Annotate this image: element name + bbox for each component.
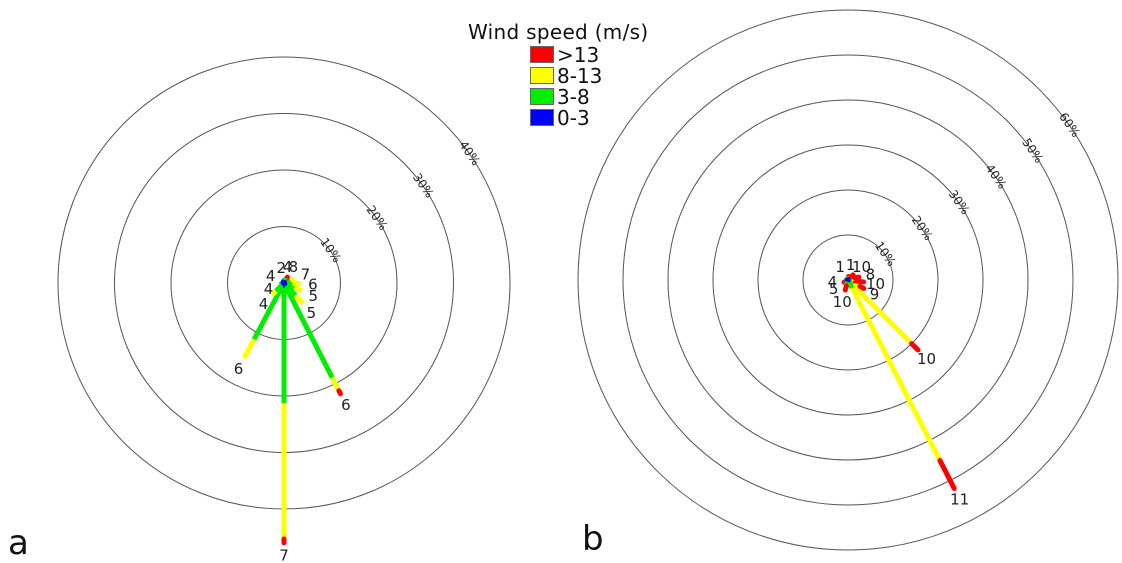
petal-segment-8-13 [272, 291, 276, 295]
petal-count-label: 6 [234, 360, 244, 378]
petal-segment-8-13 [852, 288, 940, 460]
ring-label: 10% [872, 239, 899, 269]
petal-count-label: 4 [259, 295, 269, 313]
legend-item-gt13: >13 [530, 44, 648, 65]
petal-segment-gt13 [855, 277, 859, 278]
petal-count-label: 7 [279, 546, 289, 561]
legend-label-0-3: 0-3 [557, 108, 590, 128]
legend-label-3-8: 3-8 [557, 87, 590, 107]
ring-label: 30% [410, 171, 437, 201]
ring-label: 40% [456, 138, 483, 168]
legend-title: Wind speed (m/s) [468, 20, 648, 44]
petal-segment-8-13 [294, 287, 302, 290]
ring-label: 30% [946, 187, 973, 217]
panel-label-a: a [8, 526, 29, 560]
petal-segment-0-3 [282, 283, 284, 285]
ring-label: 20% [909, 213, 936, 243]
legend-label-gt13: >13 [557, 45, 599, 65]
petal-count-label: 6 [341, 396, 351, 414]
petal-segment-gt13 [287, 277, 288, 278]
petal-segment-gt13 [845, 286, 846, 290]
ring-label: 10% [317, 235, 344, 265]
petal-segment-gt13 [860, 286, 864, 288]
petal-count-label: 5 [307, 304, 317, 322]
petal-segment-8-13 [290, 279, 294, 281]
legend-label-8-13: 8-13 [557, 66, 602, 86]
petal-segment-8-13 [296, 295, 304, 303]
petal-count-label: 2 [276, 259, 286, 277]
legend-swatch-3-8 [530, 88, 554, 105]
petal-segment-gt13 [855, 281, 864, 282]
legend-item-3-8: 3-8 [530, 86, 648, 107]
ring-label: 60% [1056, 110, 1083, 140]
legend-item-0-3: 0-3 [530, 107, 648, 128]
petal-count-label: 11 [950, 491, 969, 509]
panel-label-b: b [582, 522, 604, 556]
petal-count-label: 10 [833, 293, 852, 311]
petal-segment-8-13 [854, 286, 911, 343]
petal-segment-8-13 [244, 339, 254, 357]
petal-count-label: 10 [917, 350, 936, 368]
legend-swatch-8-13 [530, 67, 554, 84]
petal-segment-gt13 [339, 391, 341, 394]
legend-swatch-0-3 [530, 109, 554, 126]
petal-count-label: 7 [301, 265, 311, 283]
legend: Wind speed (m/s) >13 8-13 3-8 0-3 [468, 20, 648, 128]
ring-label: 20% [364, 203, 391, 233]
petal-count-label: 1 [846, 256, 856, 274]
legend-item-8-13: 8-13 [530, 65, 648, 86]
ring-label: 50% [1019, 136, 1046, 166]
legend-swatch-gt13 [530, 46, 554, 63]
ring-label: 40% [982, 162, 1009, 192]
